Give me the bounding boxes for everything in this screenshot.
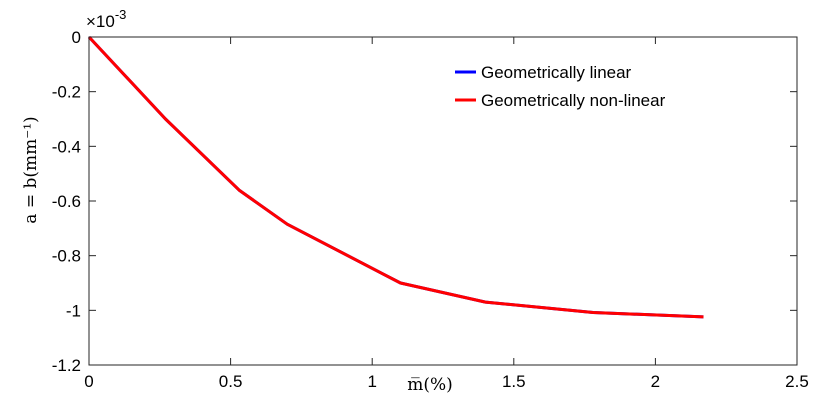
x-tick-label: 1.5 bbox=[502, 372, 526, 391]
y-tick-label: -0.4 bbox=[52, 137, 81, 156]
x-tick-label: 0.5 bbox=[219, 372, 243, 391]
y-multiplier: ×10-3 bbox=[86, 7, 126, 31]
plot-area bbox=[89, 37, 797, 365]
y-multiplier-exponent: -3 bbox=[115, 7, 127, 22]
x-tick-label: 0 bbox=[84, 372, 93, 391]
y-multiplier-base: ×10 bbox=[86, 12, 115, 31]
x-tick-label: 1 bbox=[367, 372, 376, 391]
x-ticks: 0 0.5 1 1.5 2 2.5 bbox=[84, 37, 809, 391]
x-tick-label: 2 bbox=[651, 372, 660, 391]
x-tick-label: 2.5 bbox=[785, 372, 809, 391]
y-ticks: 0 -0.2 -0.4 -0.6 -0.8 -1 -1.2 bbox=[52, 28, 797, 375]
y-tick-label: -0.6 bbox=[52, 192, 81, 211]
y-tick-label: -1.2 bbox=[52, 356, 81, 375]
y-tick-label: -0.8 bbox=[52, 247, 81, 266]
y-axis-label: a = b(mm⁻¹) bbox=[21, 116, 41, 223]
x-axis-label: m̅(%) bbox=[407, 375, 453, 395]
y-tick-label: -0.2 bbox=[52, 83, 81, 102]
legend-label-nonlinear: Geometrically non-linear bbox=[481, 91, 666, 110]
y-tick-label: -1 bbox=[66, 301, 81, 320]
legend: Geometrically linear Geometrically non-l… bbox=[455, 63, 666, 110]
series-layer bbox=[87, 35, 704, 319]
series-line-nonlinear bbox=[87, 35, 704, 319]
y-tick-label: 0 bbox=[72, 28, 81, 47]
legend-label-linear: Geometrically linear bbox=[481, 63, 632, 82]
